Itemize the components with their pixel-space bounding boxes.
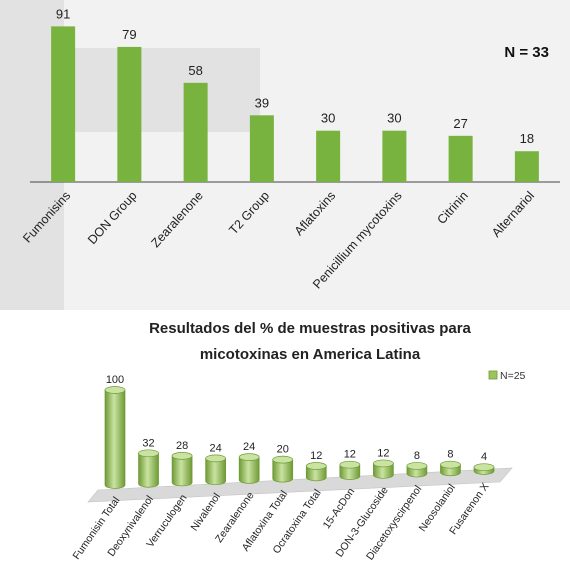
- bar-body: [373, 463, 394, 479]
- category-label: 15-AcDon: [321, 486, 358, 531]
- bar-top: [473, 463, 495, 472]
- data-label: 27: [453, 116, 467, 131]
- bar-top: [205, 454, 226, 463]
- bar-body: [339, 464, 361, 480]
- bar-top: [406, 462, 428, 470]
- bar: [373, 459, 394, 479]
- bar: [205, 454, 226, 486]
- data-label: 24: [210, 442, 222, 454]
- chart-title: Resultados del % de muestras positivas p…: [149, 320, 471, 337]
- bar-body: [272, 459, 294, 483]
- bar-top: [440, 460, 461, 469]
- data-label: 12: [310, 450, 322, 462]
- chart-background: [0, 0, 570, 310]
- bar: [104, 386, 126, 489]
- bar: [171, 452, 193, 487]
- bar: [448, 135, 473, 182]
- data-label: 12: [377, 447, 389, 459]
- bar-body: [171, 455, 193, 487]
- data-label: 24: [243, 441, 255, 453]
- data-label: 4: [481, 451, 487, 463]
- bar-top: [238, 453, 260, 461]
- legend-swatch: [488, 370, 498, 380]
- data-label: 28: [176, 440, 188, 452]
- data-label: 8: [447, 449, 453, 461]
- bar-top: [104, 386, 126, 394]
- bar: [138, 449, 159, 488]
- data-label: 39: [255, 95, 269, 110]
- bar-top: [305, 462, 327, 470]
- shade-panel: [64, 48, 260, 132]
- legend-label: N=25: [500, 370, 526, 382]
- data-label: 79: [122, 27, 136, 42]
- bar-body: [205, 458, 226, 486]
- bar: [316, 130, 341, 182]
- bar-top: [171, 452, 193, 460]
- bar-top: [272, 455, 294, 464]
- bar: [249, 115, 274, 182]
- data-label: 20: [277, 444, 289, 456]
- bar: [238, 453, 260, 484]
- bar: [440, 460, 461, 477]
- bar: [339, 460, 361, 480]
- bar-body: [104, 389, 126, 489]
- data-label: 18: [520, 131, 534, 146]
- bar-body: [238, 456, 260, 484]
- bar: [382, 130, 407, 182]
- data-label: 8: [414, 450, 420, 462]
- bar: [272, 455, 294, 483]
- bar: [183, 82, 208, 182]
- bar: [473, 463, 495, 475]
- data-label: 32: [142, 437, 154, 449]
- data-label: 91: [56, 6, 70, 21]
- bar-top: [339, 460, 361, 469]
- category-label: Nivalenol: [188, 491, 223, 533]
- data-label: 58: [188, 63, 202, 78]
- sample-size-label: N = 33: [504, 44, 549, 61]
- data-label: 30: [321, 111, 335, 126]
- bar-body: [305, 465, 327, 482]
- bar: [51, 26, 76, 182]
- bar: [117, 46, 142, 182]
- data-label: 100: [106, 374, 124, 386]
- bar-body: [138, 452, 159, 488]
- bar: [305, 462, 327, 482]
- bar-top: [373, 459, 394, 468]
- chart-bottom: Resultados del % de muestras positivas p…: [71, 320, 526, 562]
- bar: [406, 462, 428, 478]
- bar: [514, 151, 539, 182]
- data-label: 30: [387, 111, 401, 126]
- data-label: 12: [344, 449, 356, 461]
- bar-top: [138, 449, 159, 458]
- chart-title: micotoxinas en America Latina: [200, 346, 421, 363]
